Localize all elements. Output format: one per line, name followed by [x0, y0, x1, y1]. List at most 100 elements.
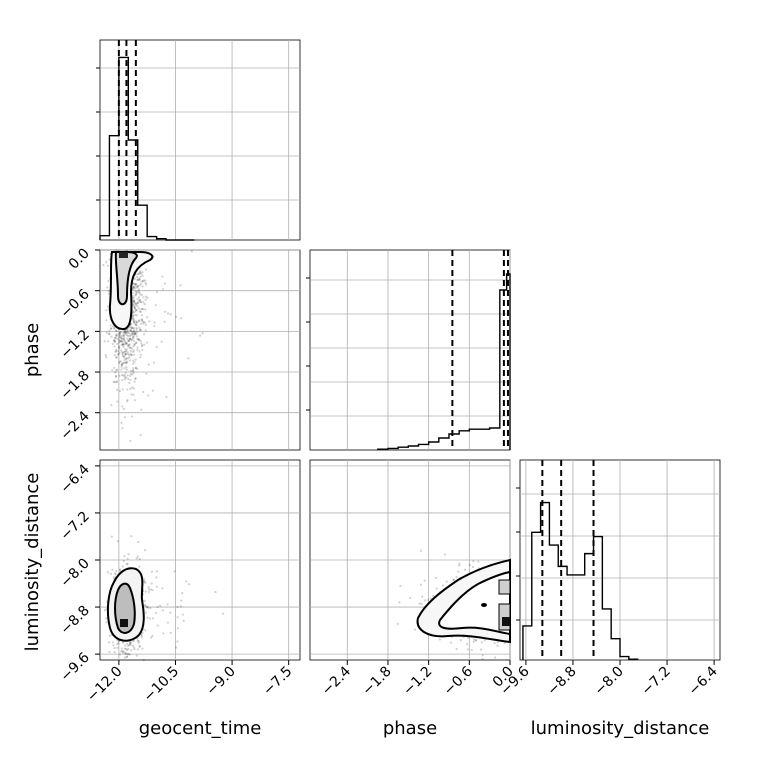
scatter-point: [119, 568, 122, 571]
scatter-point: [139, 328, 143, 331]
scatter-point: [126, 644, 130, 648]
scatter-point: [431, 594, 435, 598]
scatter-point: [133, 285, 136, 289]
scatter-point: [134, 283, 138, 286]
scatter-point: [135, 283, 138, 286]
scatter-point: [124, 341, 127, 345]
scatter-point: [137, 338, 140, 341]
scatter-point: [122, 559, 125, 563]
scatter-point: [107, 641, 111, 644]
scatter-point: [123, 376, 127, 379]
scatter-point: [133, 343, 136, 346]
scatter-point: [123, 361, 126, 364]
scatter-point: [133, 305, 136, 309]
scatter-point: [106, 305, 110, 308]
scatter-point: [150, 636, 153, 639]
scatter-point: [137, 291, 140, 294]
scatter-point: [120, 363, 124, 366]
x-tick-label: −9.0: [204, 664, 239, 699]
scatter-point: [133, 307, 136, 310]
scatter-point: [122, 333, 125, 337]
scatter-point: [112, 576, 115, 579]
scatter-point: [113, 380, 116, 383]
scatter-point: [130, 649, 133, 652]
scatter-point: [503, 641, 506, 645]
scatter-point: [134, 377, 137, 381]
scatter-point: [130, 339, 133, 342]
scatter-point: [133, 648, 136, 651]
scatter-point: [126, 350, 129, 354]
scatter-point: [116, 400, 119, 403]
scatter-point: [104, 354, 107, 357]
scatter-point: [135, 321, 139, 324]
scatter-point: [137, 338, 140, 341]
scatter-point: [137, 300, 140, 303]
scatter-point: [129, 369, 132, 373]
contour-island: [481, 603, 487, 607]
scatter-point: [128, 334, 131, 337]
scatter-point: [120, 334, 123, 338]
scatter-point: [128, 374, 132, 378]
scatter-point: [455, 647, 458, 651]
scatter-point: [117, 346, 121, 349]
scatter-point: [142, 279, 145, 282]
scatter-point: [116, 342, 119, 346]
scatter-point: [136, 330, 139, 333]
scatter-point: [187, 583, 191, 586]
scatter-point: [122, 335, 125, 338]
scatter-point: [122, 374, 125, 377]
scatter-point: [124, 331, 127, 334]
scatter-point: [160, 340, 163, 343]
scatter-point: [139, 353, 142, 356]
scatter-point: [120, 650, 123, 653]
scatter-point: [125, 342, 129, 345]
scatter-point: [140, 318, 144, 321]
scatter-point: [137, 540, 140, 544]
scatter-point: [125, 342, 128, 345]
scatter-point: [142, 577, 146, 581]
scatter-point: [138, 299, 141, 302]
scatter-point: [144, 611, 147, 614]
scatter-point: [117, 642, 120, 645]
scatter-point: [117, 350, 120, 353]
scatter-point: [138, 565, 141, 568]
scatter-point: [147, 606, 150, 609]
scatter-point: [443, 553, 447, 556]
scatter-point: [115, 333, 118, 336]
scatter-point: [150, 570, 153, 573]
scatter-point: [127, 345, 130, 348]
scatter-point: [121, 427, 124, 430]
scatter-point: [129, 641, 132, 645]
scatter-point: [162, 632, 165, 635]
contour-peak-dark: [502, 617, 510, 626]
scatter-point: [474, 639, 477, 642]
scatter-point: [199, 334, 202, 337]
scatter-point: [115, 569, 118, 573]
scatter-point: [126, 334, 129, 337]
scatter-point: [134, 322, 137, 326]
scatter-point: [134, 313, 137, 317]
scatter-point: [137, 288, 141, 291]
scatter-point: [125, 376, 128, 379]
scatter-point: [113, 572, 117, 575]
scatter-point: [123, 333, 126, 337]
scatter-point: [118, 332, 121, 335]
scatter-point: [113, 336, 117, 340]
scatter-point: [105, 319, 108, 322]
scatter-point: [133, 342, 136, 346]
scatter-point: [125, 648, 129, 652]
scatter-point: [142, 390, 145, 394]
scatter-point: [134, 293, 138, 296]
scatter-point: [118, 345, 121, 348]
scatter-point: [132, 285, 135, 289]
scatter-point: [131, 334, 134, 337]
scatter-point: [123, 656, 127, 659]
scatter-point: [139, 284, 142, 287]
scatter-point: [127, 339, 130, 342]
scatter-point: [140, 318, 143, 321]
contour-mid: [438, 570, 511, 636]
scatter-point: [169, 631, 172, 635]
scatter-point: [126, 352, 129, 355]
scatter-point: [132, 299, 136, 302]
scatter-point: [140, 635, 143, 638]
